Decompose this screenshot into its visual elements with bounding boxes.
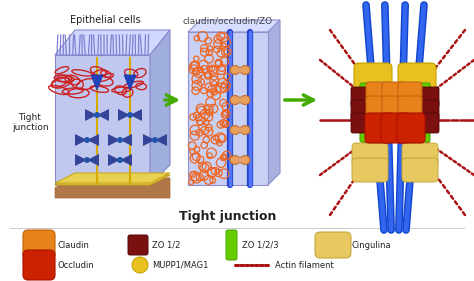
Polygon shape [118,109,130,121]
Circle shape [84,157,90,163]
FancyBboxPatch shape [128,235,148,255]
Ellipse shape [240,65,250,74]
FancyBboxPatch shape [381,113,409,143]
FancyBboxPatch shape [398,63,436,93]
Polygon shape [55,175,170,195]
FancyBboxPatch shape [382,82,406,104]
Ellipse shape [230,96,240,105]
Ellipse shape [230,65,240,74]
FancyBboxPatch shape [352,158,388,182]
Ellipse shape [240,155,250,164]
Ellipse shape [240,96,250,105]
Polygon shape [150,30,170,185]
FancyBboxPatch shape [402,143,438,167]
FancyBboxPatch shape [415,113,439,133]
FancyBboxPatch shape [351,113,375,133]
Ellipse shape [230,126,240,135]
Text: Tight: Tight [18,114,41,123]
Circle shape [127,112,133,118]
Text: claudin/occludin/ZO: claudin/occludin/ZO [183,17,273,26]
Polygon shape [124,75,136,90]
FancyBboxPatch shape [402,158,438,182]
Text: ZO 1/2/3: ZO 1/2/3 [242,241,279,250]
FancyBboxPatch shape [226,230,237,260]
Polygon shape [87,154,99,166]
Polygon shape [120,134,132,146]
Text: Occludin: Occludin [57,260,94,269]
Text: Actin filament: Actin filament [275,260,334,269]
Text: junction: junction [12,124,48,133]
Polygon shape [55,173,170,183]
Circle shape [117,137,123,143]
Polygon shape [130,109,142,121]
FancyBboxPatch shape [415,87,439,107]
Polygon shape [75,154,87,166]
Text: Epithelial cells: Epithelial cells [70,15,140,25]
FancyBboxPatch shape [351,87,375,107]
Circle shape [94,112,100,118]
FancyBboxPatch shape [366,82,390,104]
Circle shape [132,257,148,273]
FancyBboxPatch shape [382,96,406,118]
FancyBboxPatch shape [360,83,374,142]
FancyBboxPatch shape [315,232,351,258]
Polygon shape [55,55,150,185]
Polygon shape [55,175,170,185]
Polygon shape [268,20,280,185]
Polygon shape [143,134,155,146]
Polygon shape [120,154,132,166]
Polygon shape [85,109,97,121]
Text: Claudin: Claudin [57,241,89,250]
Text: ZO 1/2: ZO 1/2 [152,241,181,250]
Polygon shape [108,154,120,166]
Polygon shape [55,30,170,55]
Polygon shape [87,134,99,146]
FancyBboxPatch shape [366,96,390,118]
FancyBboxPatch shape [351,100,375,120]
Circle shape [152,137,158,143]
Text: MUPP1/MAG1: MUPP1/MAG1 [152,260,209,269]
Polygon shape [155,134,167,146]
FancyBboxPatch shape [365,113,393,143]
Polygon shape [97,109,109,121]
Text: Tight junction: Tight junction [179,210,277,223]
FancyBboxPatch shape [398,82,422,104]
FancyBboxPatch shape [416,83,430,142]
FancyBboxPatch shape [23,230,55,260]
Polygon shape [188,32,268,185]
Circle shape [117,157,123,163]
Polygon shape [108,134,120,146]
Text: Cingulina: Cingulina [352,241,392,250]
FancyBboxPatch shape [398,96,422,118]
Polygon shape [188,20,280,32]
FancyBboxPatch shape [397,113,425,143]
Circle shape [84,137,90,143]
FancyBboxPatch shape [415,100,439,120]
FancyBboxPatch shape [354,63,392,93]
Ellipse shape [230,155,240,164]
Polygon shape [91,75,103,90]
Polygon shape [75,134,87,146]
Polygon shape [55,178,170,198]
FancyBboxPatch shape [23,250,55,280]
FancyBboxPatch shape [352,143,388,167]
Ellipse shape [240,126,250,135]
